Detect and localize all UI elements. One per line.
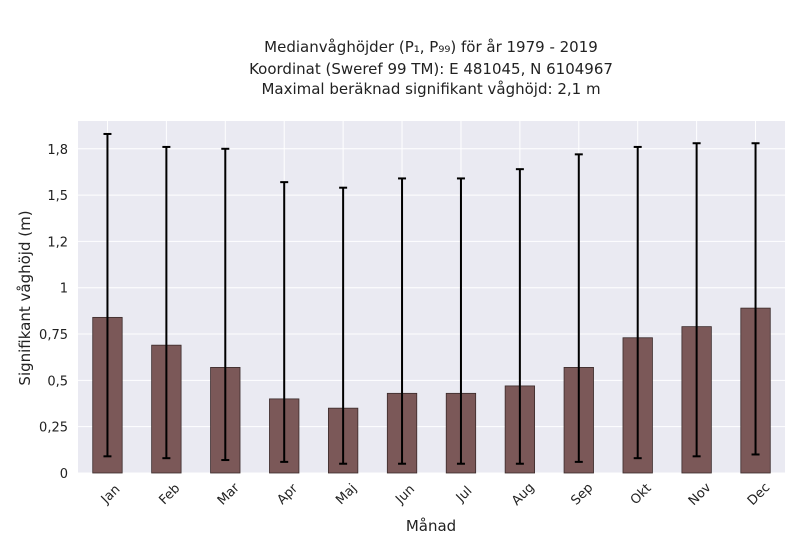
x-tick-label: Apr	[274, 481, 301, 508]
x-tick-label: Dec	[745, 480, 773, 508]
x-tick-label: Jun	[392, 482, 418, 508]
y-tick-label: 1	[60, 282, 68, 297]
error-bar-nov	[692, 142, 701, 458]
error-bar-jul	[456, 177, 465, 465]
y-axis-label: Signifikant våghöjd (m)	[16, 210, 34, 385]
x-tick-label: Feb	[156, 481, 183, 508]
error-bar-apr	[280, 181, 289, 463]
x-axis-label: Månad	[406, 517, 456, 535]
title-line-1: Medianvåghöjder (P₁, P₉₉) för år 1979 - …	[264, 38, 598, 56]
x-tick-label: Sep	[568, 481, 596, 509]
x-tick-label: Maj	[333, 481, 360, 508]
error-bar-dec	[751, 142, 760, 456]
y-tick-label: 0,75	[39, 328, 68, 343]
chart-title: Medianvåghöjder (P₁, P₉₉) för år 1979 - …	[249, 38, 613, 98]
y-tick-label: 0,25	[39, 421, 68, 436]
plot-area	[78, 121, 785, 473]
y-tick-label: 0,5	[47, 374, 68, 389]
error-bar-okt	[633, 145, 642, 460]
x-tick-label: Okt	[628, 481, 655, 508]
y-axis-ticks: 0 0,25 0,5 0,75 1 1,2 1,5 1,8	[39, 143, 68, 482]
y-tick-label: 1,8	[47, 143, 68, 158]
x-tick-label: Nov	[686, 480, 715, 509]
x-tick-label: Jul	[453, 484, 475, 506]
x-axis-ticks: Jan Feb Mar Apr Maj Jun Jul Aug Sep Okt Nov Dec	[98, 480, 773, 509]
x-tick-label: Aug	[509, 480, 538, 509]
error-bar-mar	[221, 147, 230, 462]
x-tick-label: Mar	[215, 480, 243, 508]
error-bar-aug	[515, 168, 524, 465]
error-bar-jun	[398, 177, 407, 465]
title-line-2: Koordinat (Sweref 99 TM): E 481045, N 61…	[249, 60, 613, 78]
y-tick-label: 1,2	[47, 235, 68, 250]
y-tick-label: 1,5	[47, 189, 68, 204]
error-bar-sep	[574, 153, 583, 463]
error-bars	[103, 132, 760, 465]
error-bar-maj	[339, 186, 348, 465]
y-tick-label: 0	[60, 467, 68, 482]
title-line-3: Maximal beräknad signifikant våghöjd: 2,…	[261, 80, 600, 98]
error-bar-jan	[103, 132, 112, 458]
error-bar-feb	[162, 145, 171, 460]
x-tick-label: Jan	[98, 482, 123, 507]
